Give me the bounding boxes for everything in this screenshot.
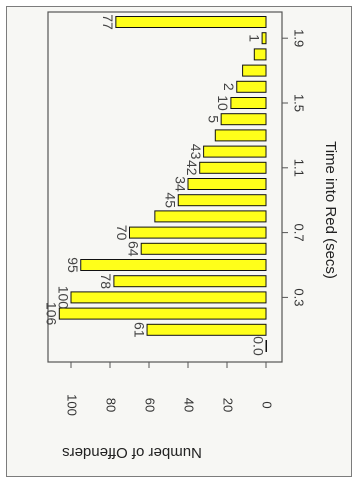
bar	[220, 113, 267, 126]
data-label: 45	[163, 192, 179, 208]
data-label: 78	[98, 273, 114, 289]
bar	[146, 323, 267, 336]
bar	[58, 307, 267, 320]
data-label: 77	[100, 14, 116, 30]
bar	[140, 242, 267, 255]
data-label: 70	[114, 225, 130, 241]
bar	[199, 161, 267, 174]
bar	[242, 64, 267, 77]
data-label: 61	[131, 322, 147, 338]
x-tick-label: 0.3	[292, 288, 307, 306]
bar	[187, 178, 267, 190]
bar	[265, 340, 267, 352]
y-tick-label: 0	[260, 401, 275, 408]
plot-area	[47, 11, 283, 363]
x-tick-label: 0.7	[292, 224, 307, 242]
bar	[70, 291, 267, 304]
bar	[129, 226, 267, 239]
bar	[154, 210, 267, 223]
chart-frame	[6, 6, 352, 477]
y-tick-label: 40	[182, 398, 197, 412]
data-label: 43	[188, 144, 204, 160]
y-axis-label: Number of Offenders	[62, 444, 202, 461]
data-label: 1	[246, 34, 262, 42]
y-tick-label: 100	[65, 394, 80, 416]
bar	[214, 129, 267, 142]
bar	[80, 259, 267, 271]
y-tick-label: 60	[143, 398, 158, 412]
y-tick-group: 0 20 40 60 80 100	[65, 362, 275, 416]
x-axis-label: Time into Red (secs)	[322, 141, 339, 279]
x-tick-label: 1.9	[292, 29, 307, 47]
data-label: 95	[65, 257, 81, 273]
x-tick-label: 1.1	[292, 159, 307, 177]
bar	[177, 194, 267, 207]
bar	[261, 32, 267, 45]
data-label: 0.0	[250, 336, 266, 356]
data-label: 106	[44, 302, 60, 326]
data-label: 5	[205, 115, 221, 123]
y-tick-label: 80	[104, 398, 119, 412]
bar	[253, 48, 267, 61]
x-tick-label: 1.5	[292, 94, 307, 112]
x-tick-group: 0.3 0.7 1.1 1.5 1.9	[282, 29, 307, 306]
data-label: 2	[221, 83, 237, 91]
bar	[203, 145, 267, 158]
bar-group	[58, 16, 267, 352]
bar	[230, 97, 267, 109]
data-label: 100	[55, 286, 71, 310]
bar	[236, 80, 267, 93]
data-label: 42	[184, 160, 200, 176]
bar	[115, 16, 267, 28]
bar	[113, 275, 267, 288]
data-label: 34	[172, 176, 188, 192]
data-label: 64	[125, 241, 141, 257]
y-tick-label: 20	[221, 398, 236, 412]
data-label: 10	[215, 95, 231, 111]
